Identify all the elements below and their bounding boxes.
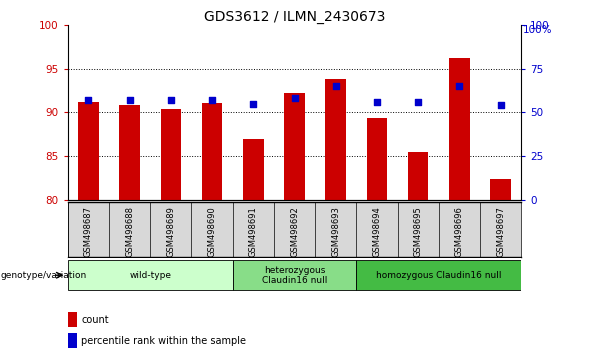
Bar (366, 118, 387, 200)
Text: GSM498689: GSM498689 (166, 206, 176, 257)
Text: GSM498692: GSM498692 (290, 206, 299, 257)
Bar (68, 260, 233, 290)
Text: GSM498696: GSM498696 (455, 206, 464, 257)
Bar (490, 179, 511, 200)
Text: 100%: 100% (522, 25, 552, 35)
Bar (68, 312, 77, 327)
Text: GSM498690: GSM498690 (207, 206, 217, 257)
Bar (356, 260, 521, 290)
Bar (325, 79, 346, 200)
Point (249, 101, 258, 107)
Point (372, 99, 382, 105)
Point (125, 97, 134, 103)
Bar (243, 139, 263, 200)
Bar (201, 103, 223, 200)
Text: GSM498694: GSM498694 (372, 206, 382, 257)
Point (331, 83, 340, 89)
Text: wild-type: wild-type (129, 271, 171, 280)
Bar (160, 109, 181, 200)
Bar (449, 58, 469, 200)
Text: heterozygous
Claudin16 null: heterozygous Claudin16 null (262, 266, 327, 285)
Text: count: count (81, 315, 109, 325)
Text: GSM498693: GSM498693 (331, 206, 340, 257)
Bar (78, 102, 98, 200)
Text: GSM498697: GSM498697 (496, 206, 505, 257)
Text: GSM498687: GSM498687 (84, 206, 93, 257)
Bar (408, 152, 428, 200)
Point (207, 97, 217, 103)
Text: GSM498695: GSM498695 (413, 206, 423, 257)
Bar (233, 260, 356, 290)
Point (166, 97, 176, 103)
Text: GSM498688: GSM498688 (125, 206, 134, 257)
Text: percentile rank within the sample: percentile rank within the sample (81, 336, 246, 346)
Point (455, 83, 464, 89)
Point (496, 103, 505, 108)
Bar (68, 333, 77, 348)
Text: GSM498691: GSM498691 (249, 206, 258, 257)
Bar (284, 93, 305, 200)
Point (84, 97, 93, 103)
Point (290, 96, 299, 101)
Point (413, 99, 423, 105)
Text: genotype/variation: genotype/variation (1, 271, 87, 280)
Bar (119, 104, 140, 200)
Text: homozygous Claudin16 null: homozygous Claudin16 null (376, 271, 502, 280)
Title: GDS3612 / ILMN_2430673: GDS3612 / ILMN_2430673 (204, 10, 385, 24)
